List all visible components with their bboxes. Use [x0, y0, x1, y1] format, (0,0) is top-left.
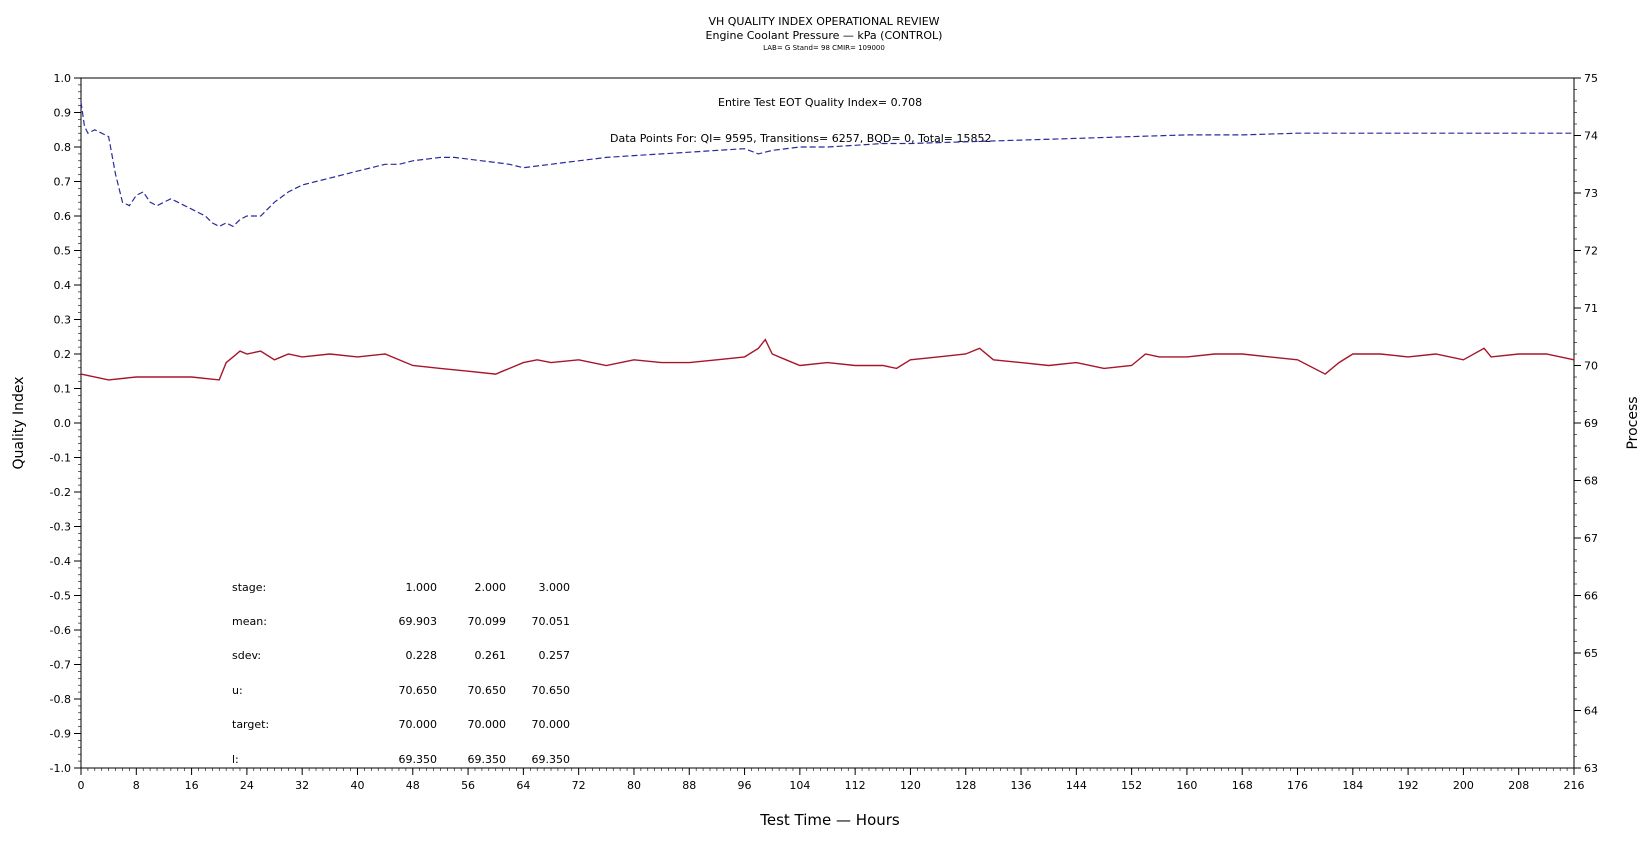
- x-tick-label: 88: [682, 779, 696, 792]
- stats-value: 69.350: [399, 753, 438, 766]
- stats-value: 70.000: [532, 718, 571, 731]
- stats-row-label: u:: [232, 684, 243, 697]
- y-tick-label: -0.5: [50, 590, 71, 603]
- stats-value: 69.350: [532, 753, 571, 766]
- x-tick-label: 72: [572, 779, 586, 792]
- y2-tick-label: 74: [1584, 130, 1598, 143]
- y-tick-label: 0.7: [54, 176, 72, 189]
- x-tick-label: 144: [1066, 779, 1087, 792]
- process-line: [80, 338, 1575, 381]
- stats-value: 70.051: [532, 615, 571, 628]
- y-tick-label: -0.8: [50, 693, 71, 706]
- x-tick-label: 24: [240, 779, 254, 792]
- stats-value: 0.228: [406, 649, 438, 662]
- x-tick-label: 208: [1508, 779, 1529, 792]
- stats-value: 2.000: [475, 581, 507, 594]
- stats-value: 69.903: [399, 615, 438, 628]
- x-axis-label: Test Time — Hours: [759, 811, 900, 829]
- y2-tick-label: 65: [1584, 647, 1598, 660]
- y-tick-label: -0.3: [50, 521, 71, 534]
- x-tick-label: 216: [1564, 779, 1585, 792]
- y-tick-label: -0.9: [50, 728, 71, 741]
- stats-row-label: mean:: [232, 615, 267, 628]
- stats-value: 69.350: [468, 753, 507, 766]
- x-tick-label: 80: [627, 779, 641, 792]
- y-tick-label: -0.6: [50, 624, 71, 637]
- y-tick-label: 0.8: [54, 141, 72, 154]
- x-tick-label: 112: [845, 779, 866, 792]
- eot-quality-index-annotation: Entire Test EOT Quality Index= 0.708: [718, 96, 922, 109]
- y2-tick-label: 75: [1584, 72, 1598, 85]
- stats-row-label: target:: [232, 718, 269, 731]
- y2-tick-label: 67: [1584, 532, 1598, 545]
- x-tick-label: 104: [789, 779, 810, 792]
- x-tick-label: 128: [955, 779, 976, 792]
- y-tick-label: -0.1: [50, 452, 71, 465]
- x-tick-label: 8: [133, 779, 140, 792]
- x-tick-label: 96: [738, 779, 752, 792]
- x-tick-label: 16: [185, 779, 199, 792]
- quality-index-line: [80, 102, 1574, 228]
- y2-tick-label: 73: [1584, 187, 1598, 200]
- data-points-annotation: Data Points For: QI= 9595, Transitions= …: [610, 132, 992, 145]
- x-tick-label: 0: [78, 779, 85, 792]
- stats-row-label: sdev:: [232, 649, 261, 662]
- x-tick-label: 64: [516, 779, 530, 792]
- y-tick-label: -0.4: [50, 555, 71, 568]
- stats-value: 0.257: [539, 649, 571, 662]
- x-tick-label: 40: [350, 779, 364, 792]
- stats-value: 70.000: [399, 718, 438, 731]
- x-tick-label: 56: [461, 779, 475, 792]
- y2-tick-label: 72: [1584, 245, 1598, 258]
- x-tick-label: 168: [1232, 779, 1253, 792]
- x-tick-label: 136: [1011, 779, 1032, 792]
- y2-tick-label: 69: [1584, 417, 1598, 430]
- chart-title: VH QUALITY INDEX OPERATIONAL REVIEW: [708, 15, 940, 28]
- y-tick-label: 1.0: [54, 72, 72, 85]
- y-tick-label: -0.7: [50, 659, 71, 672]
- stats-value: 70.650: [532, 684, 571, 697]
- stats-value: 1.000: [406, 581, 438, 594]
- chart-subtitle: Engine Coolant Pressure — kPa (CONTROL): [705, 29, 943, 42]
- y-axis-label: Quality Index: [11, 376, 27, 469]
- y2-tick-label: 71: [1584, 302, 1598, 315]
- y2-axis-label: Process: [1625, 396, 1641, 449]
- y2-tick-label: 64: [1584, 705, 1598, 718]
- y-tick-label: 0.0: [54, 417, 72, 430]
- y-tick-label: 0.2: [54, 348, 72, 361]
- y2-tick-label: 63: [1584, 762, 1598, 775]
- y2-tick-label: 66: [1584, 590, 1598, 603]
- y2-tick-label: 70: [1584, 360, 1598, 373]
- x-tick-label: 184: [1342, 779, 1363, 792]
- stats-value: 70.000: [468, 718, 507, 731]
- y-tick-label: -1.0: [50, 762, 71, 775]
- stats-value: 70.650: [468, 684, 507, 697]
- x-tick-label: 192: [1398, 779, 1419, 792]
- stats-row-label: l:: [232, 753, 239, 766]
- x-tick-label: 32: [295, 779, 309, 792]
- y2-tick-label: 68: [1584, 475, 1598, 488]
- y-tick-label: 0.6: [54, 210, 72, 223]
- y-tick-label: 0.1: [54, 383, 72, 396]
- x-tick-label: 48: [406, 779, 420, 792]
- stats-value: 70.650: [399, 684, 438, 697]
- x-tick-label: 152: [1121, 779, 1142, 792]
- x-tick-label: 120: [900, 779, 921, 792]
- x-tick-label: 160: [1176, 779, 1197, 792]
- y-tick-label: 0.4: [54, 279, 72, 292]
- y-tick-label: -0.2: [50, 486, 71, 499]
- stats-value: 70.099: [468, 615, 507, 628]
- y-tick-label: 0.5: [54, 245, 72, 258]
- stats-row-label: stage:: [232, 581, 266, 594]
- chart-subtitle-small: LAB= G Stand= 98 CMIR= 109000: [763, 44, 885, 52]
- y-tick-label: 0.3: [54, 314, 72, 327]
- x-tick-label: 176: [1287, 779, 1308, 792]
- stats-value: 0.261: [475, 649, 507, 662]
- x-tick-label: 200: [1453, 779, 1474, 792]
- plot-frame: [80, 77, 1575, 769]
- stats-value: 3.000: [539, 581, 571, 594]
- y-tick-label: 0.9: [54, 107, 72, 120]
